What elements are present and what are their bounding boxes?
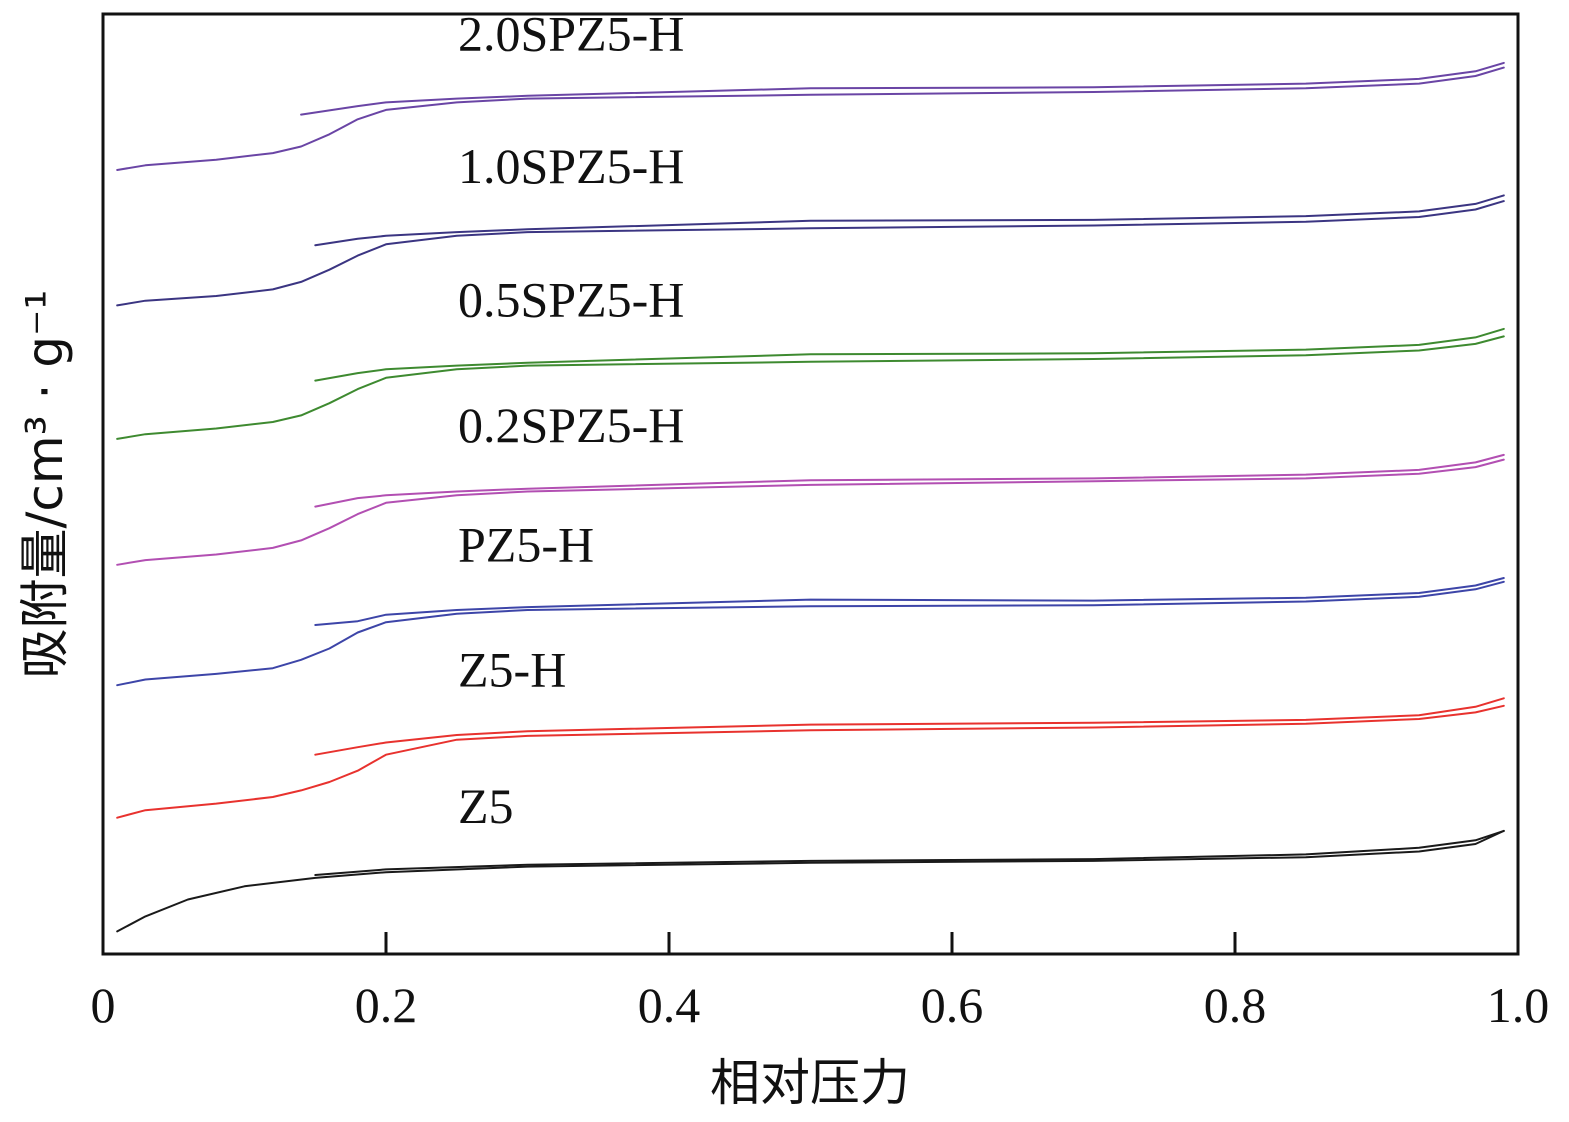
series-pz5-h-adsorption — [116, 580, 1505, 687]
series-1-0spz5-h-adsorption — [116, 200, 1505, 307]
series-label-pz5-h: PZ5-H — [458, 517, 594, 573]
y-axis-label: 吸附量/cm³ · g⁻¹ — [16, 290, 74, 679]
x-tick-label: 0.8 — [1204, 977, 1267, 1033]
x-axis-ticks: 0 0.2 0.4 0.6 0.8 1.0 — [91, 932, 1550, 1033]
series-curves — [116, 61, 1505, 933]
series-z5-desorption — [314, 829, 1505, 876]
series-z5-h-adsorption — [116, 704, 1505, 819]
series-2-0spz5-h-desorption — [300, 61, 1505, 116]
series-0-2spz5-h-desorption — [314, 453, 1505, 508]
x-tick-label: 0.2 — [355, 977, 418, 1033]
series-z5-adsorption — [116, 829, 1505, 933]
series-label-0-2spz5-h: 0.2SPZ5-H — [458, 397, 684, 453]
x-tick-label: 0.4 — [638, 977, 701, 1033]
series-0-5spz5-h-desorption — [314, 327, 1505, 382]
x-tick-label: 1.0 — [1487, 977, 1550, 1033]
series-label-1-0spz5-h: 1.0SPZ5-H — [458, 138, 684, 194]
series-label-0-5spz5-h: 0.5SPZ5-H — [458, 271, 684, 327]
series-label-z5-h: Z5-H — [458, 642, 566, 698]
x-tick-label: 0.6 — [921, 977, 984, 1033]
series-labels: Z5 Z5-H PZ5-H 0.2SPZ5-H 0.5SPZ5-H 1.0SPZ5-H 2.… — [458, 5, 684, 834]
series-0-5spz5-h-adsorption — [116, 335, 1505, 440]
series-label-2-0spz5-h: 2.0SPZ5-H — [458, 5, 684, 61]
series-z5-h-desorption — [314, 697, 1505, 756]
x-axis-label: 相对压力 — [710, 1054, 910, 1112]
series-1-0spz5-h-desorption — [314, 194, 1505, 247]
series-0-2spz5-h-adsorption — [116, 458, 1505, 566]
series-pz5-h-desorption — [314, 577, 1505, 626]
plot-frame — [101, 12, 1520, 956]
series-2-0spz5-h-adsorption — [116, 66, 1505, 171]
x-tick-label: 0 — [91, 977, 116, 1033]
series-label-z5: Z5 — [458, 778, 514, 834]
